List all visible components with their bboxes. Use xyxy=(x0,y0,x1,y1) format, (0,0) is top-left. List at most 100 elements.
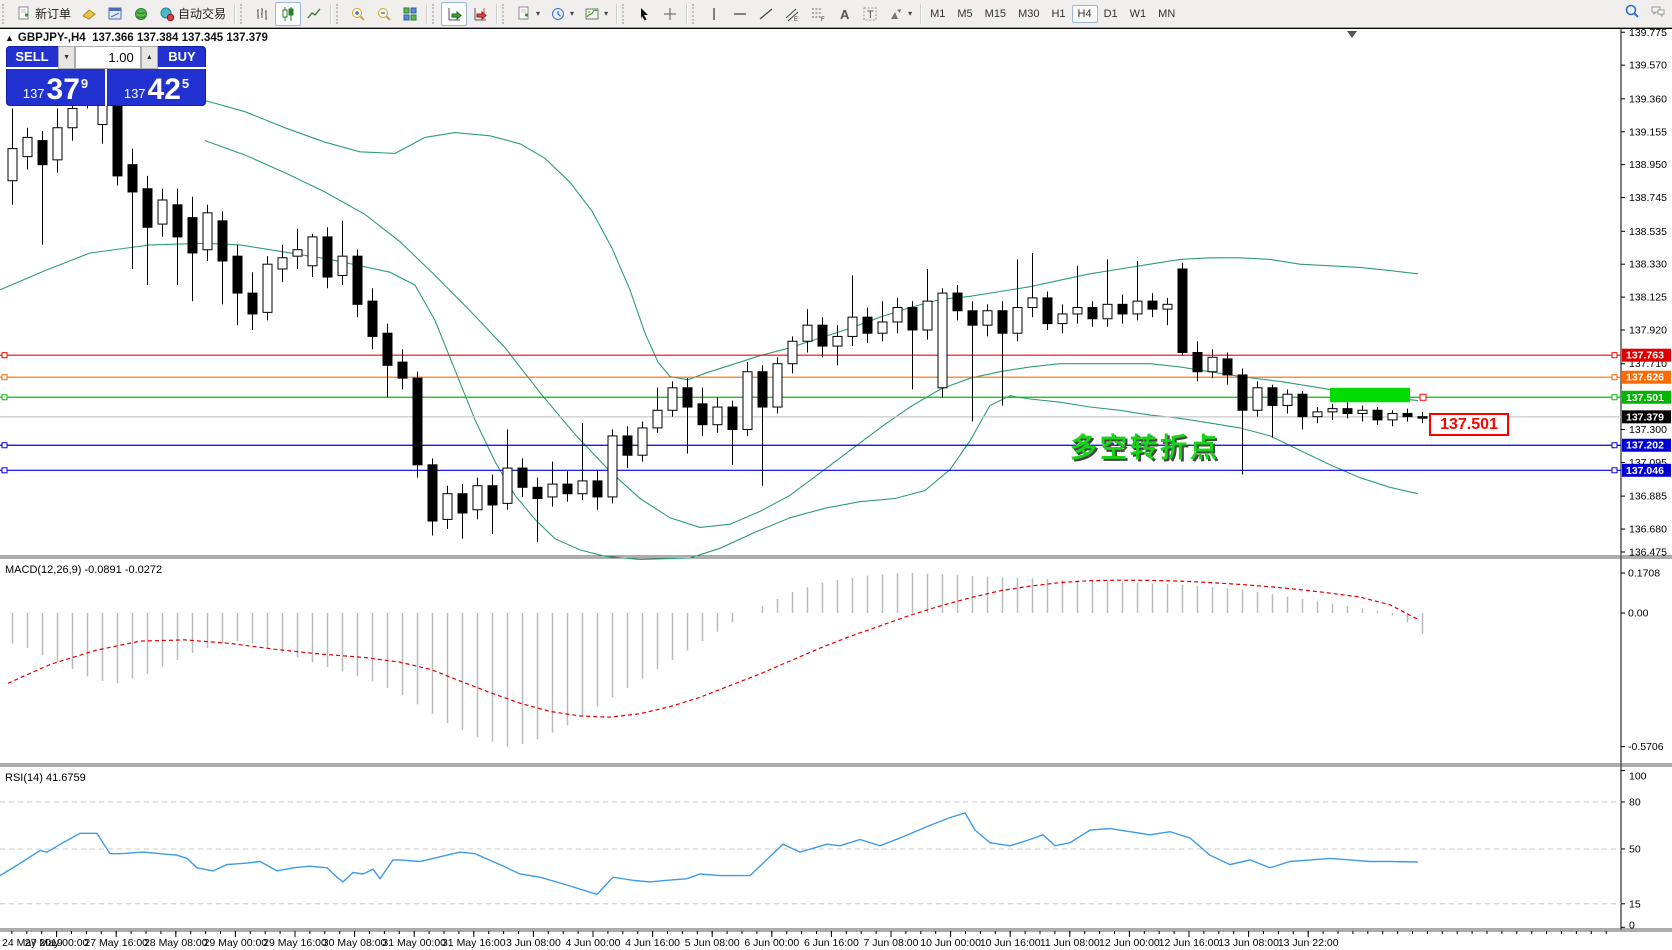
candle-body xyxy=(382,332,393,366)
zoom-out-icon xyxy=(378,7,391,21)
hline-anchor[interactable] xyxy=(1,394,8,401)
panel-divider xyxy=(105,69,107,106)
auto-scroll-button[interactable] xyxy=(441,1,468,26)
chevron-down-icon: ▾ xyxy=(536,9,541,18)
channel-button[interactable]: E xyxy=(779,2,805,26)
candle-body xyxy=(637,427,648,456)
chart-text-annotation[interactable]: 多空转折点 xyxy=(1070,433,1220,463)
sell-price-big: 37 xyxy=(46,73,80,106)
zoom-out-button[interactable] xyxy=(371,2,397,26)
indicators-button[interactable]: ▾ xyxy=(511,2,545,26)
volume-decrease-button[interactable]: ▼ xyxy=(58,46,76,69)
timeframe-m30-button[interactable]: M30 xyxy=(1018,7,1040,20)
candle-body xyxy=(1252,387,1263,411)
collapse-arrow-icon[interactable]: ▲ xyxy=(5,33,14,43)
cursor-icon xyxy=(641,7,649,20)
buy-price[interactable]: 137 42 5 xyxy=(107,69,206,106)
timeframe-m1-button[interactable]: M1 xyxy=(930,7,946,20)
search-icon[interactable] xyxy=(1624,3,1640,22)
vline-icon xyxy=(713,7,715,20)
candle-body xyxy=(1402,412,1413,418)
vertical-line-button[interactable] xyxy=(701,2,727,26)
autoscroll-icon xyxy=(448,7,462,20)
template-button[interactable]: ▾ xyxy=(579,2,613,26)
candle-body xyxy=(1282,393,1293,406)
timeframe-m15-button[interactable]: M15 xyxy=(984,7,1007,20)
bar-chart-type-button[interactable] xyxy=(249,2,275,26)
timeframe-d1-button[interactable]: D1 xyxy=(1103,7,1118,20)
shift-marker-icon[interactable] xyxy=(1347,31,1357,38)
crosshair-icon xyxy=(664,7,677,20)
bollinger-upper-band xyxy=(204,99,1419,381)
volume-increase-button[interactable]: ▲ xyxy=(140,46,158,69)
candle-body xyxy=(52,127,63,161)
price-badge-label: 137.379 xyxy=(1626,411,1664,423)
arrows-button[interactable]: ▾ xyxy=(883,2,917,26)
tile-windows-button[interactable] xyxy=(397,2,423,26)
buy-button[interactable]: BUY xyxy=(157,46,206,69)
market-watch-button[interactable] xyxy=(128,2,154,26)
price-badge xyxy=(1622,370,1671,384)
horizontal-line-button[interactable] xyxy=(727,2,753,26)
hline-anchor[interactable] xyxy=(1611,442,1618,449)
timeframe-mn-button[interactable]: MN xyxy=(1158,7,1176,20)
hline-anchor[interactable] xyxy=(1,374,8,381)
chart-shift-button[interactable] xyxy=(467,2,493,26)
hline-anchor[interactable] xyxy=(1,467,8,474)
chat-icon[interactable] xyxy=(1650,3,1666,22)
fibonacci-button[interactable]: F xyxy=(805,2,831,26)
toolbar-grip xyxy=(432,3,439,24)
highlight-rectangle[interactable] xyxy=(1330,387,1410,403)
candle-body xyxy=(787,340,798,365)
hline-anchor[interactable] xyxy=(1611,467,1618,474)
text-button[interactable]: A xyxy=(831,2,857,26)
line-chart-type-button[interactable] xyxy=(301,2,327,26)
volume-input[interactable]: 1.00 xyxy=(75,46,141,69)
chart-canvas[interactable]: 139.775 139.570 139.360 139.155 138.950 138.7… xyxy=(0,28,1672,950)
toolbar-separator xyxy=(330,3,332,24)
zoom-in-button[interactable] xyxy=(345,2,371,26)
symbol-info: ▲ GBPJPY-,H4 137.366 137.384 137.345 137.… xyxy=(5,32,268,44)
text-label-button[interactable]: T xyxy=(857,2,883,26)
timeframe-w1-button[interactable]: W1 xyxy=(1129,7,1147,20)
price-badge xyxy=(1622,410,1671,424)
crosshair-button[interactable] xyxy=(657,2,683,26)
charts-window-button[interactable] xyxy=(102,2,128,26)
candle-body xyxy=(667,387,678,411)
candle-body xyxy=(577,480,588,495)
toolbar-separator xyxy=(920,3,922,24)
hline-anchor[interactable] xyxy=(1,442,8,449)
new-order-button[interactable]: 新订单 xyxy=(11,2,76,26)
hline-anchor[interactable] xyxy=(1611,374,1618,381)
quotes-button[interactable] xyxy=(76,2,102,26)
sell-button[interactable]: SELL xyxy=(6,46,58,69)
timeframe-h4-button[interactable]: H4 xyxy=(1071,4,1098,23)
buy-price-sup: 5 xyxy=(181,76,190,91)
candlestick-chart-type-button[interactable] xyxy=(275,1,302,26)
price-callout-label[interactable]: 137.501 xyxy=(1429,413,1509,436)
candle-body xyxy=(67,107,78,129)
cursor-button[interactable] xyxy=(631,2,657,26)
chart-area[interactable]: 139.775 139.570 139.360 139.155 138.950 138.7… xyxy=(0,28,1672,950)
candle-body xyxy=(1237,374,1248,411)
timeframe-h1-button[interactable]: H1 xyxy=(1051,7,1066,20)
candle-body xyxy=(502,467,513,504)
hline-anchor[interactable] xyxy=(1611,352,1618,359)
sell-price[interactable]: 137 37 9 xyxy=(6,69,105,106)
candle-body xyxy=(727,406,738,431)
sphere-icon xyxy=(135,7,148,20)
time-axis-label: 6 Jun 00:00 xyxy=(744,937,799,949)
candle-body xyxy=(652,409,663,429)
hline-anchor[interactable] xyxy=(1611,394,1618,401)
trendline-button[interactable] xyxy=(753,2,779,26)
candle-body xyxy=(817,324,828,347)
hline-anchor[interactable] xyxy=(1,352,8,359)
callout-anchor[interactable] xyxy=(1419,393,1427,401)
candle-body xyxy=(742,371,753,431)
candle-body xyxy=(1027,297,1038,309)
timeframe-m5-button[interactable]: M5 xyxy=(957,7,973,20)
autotrading-button[interactable]: 自动交易 xyxy=(154,2,231,26)
period-button[interactable]: ▾ xyxy=(545,2,579,26)
candle-body xyxy=(142,188,153,228)
price-axis-label: 136.475 xyxy=(1629,547,1667,559)
